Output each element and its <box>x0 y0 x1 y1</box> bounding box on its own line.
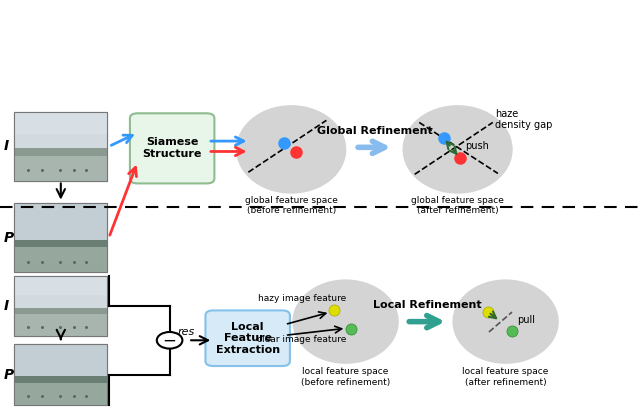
Bar <box>14 376 107 383</box>
Bar <box>14 276 107 336</box>
Text: global feature space
(after refinement): global feature space (after refinement) <box>411 196 504 215</box>
Text: local feature space
(before refinement): local feature space (before refinement) <box>301 367 390 387</box>
Circle shape <box>157 332 182 349</box>
Text: Global Refinement: Global Refinement <box>317 126 432 136</box>
Text: pull: pull <box>517 315 535 325</box>
Text: clear image feature: clear image feature <box>257 335 347 344</box>
Bar <box>14 344 107 405</box>
Bar <box>14 112 107 181</box>
Bar <box>14 203 107 241</box>
Bar <box>14 112 107 181</box>
Bar <box>14 276 107 336</box>
FancyBboxPatch shape <box>130 113 214 183</box>
Bar <box>14 148 107 156</box>
Ellipse shape <box>237 106 346 193</box>
Text: haze
density gap: haze density gap <box>495 109 553 130</box>
Text: hazy image feature: hazy image feature <box>258 294 346 303</box>
Bar <box>14 134 107 154</box>
Bar <box>14 112 107 150</box>
Ellipse shape <box>403 106 512 193</box>
Bar <box>14 156 107 181</box>
Bar <box>14 203 107 272</box>
Text: local feature space
(after refinement): local feature space (after refinement) <box>463 367 548 387</box>
Bar <box>14 308 107 315</box>
Ellipse shape <box>293 280 398 363</box>
Text: Siamese
Structure: Siamese Structure <box>143 137 202 159</box>
Bar <box>14 203 107 272</box>
Text: I: I <box>4 299 9 313</box>
Bar <box>14 276 107 309</box>
Bar <box>14 344 107 378</box>
Text: P: P <box>4 231 14 245</box>
Bar <box>14 344 107 405</box>
Text: −: − <box>163 331 177 349</box>
Text: Local Refinement: Local Refinement <box>372 300 481 310</box>
Text: Local
Feature
Extraction: Local Feature Extraction <box>216 322 280 355</box>
Text: P: P <box>4 368 14 382</box>
Ellipse shape <box>453 280 558 363</box>
Bar <box>14 315 107 336</box>
Text: res: res <box>178 327 195 337</box>
Bar <box>14 295 107 313</box>
Text: I: I <box>4 139 9 154</box>
Bar <box>14 383 107 405</box>
Text: push: push <box>465 142 488 151</box>
Text: global feature space
(before refinement): global feature space (before refinement) <box>244 196 338 215</box>
Bar <box>14 247 107 272</box>
FancyBboxPatch shape <box>205 310 290 366</box>
Bar <box>14 239 107 248</box>
